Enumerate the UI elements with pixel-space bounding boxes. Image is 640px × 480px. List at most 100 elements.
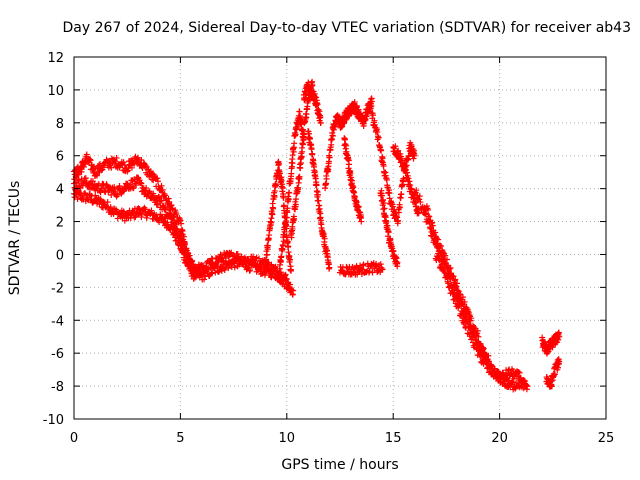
data-point: [264, 242, 271, 249]
data-point: [379, 266, 386, 273]
series-track-falling-13h: [341, 135, 365, 225]
data-point: [286, 281, 293, 288]
data-point: [442, 252, 449, 259]
data-point: [456, 301, 463, 308]
data-point: [425, 206, 432, 213]
data-point: [135, 205, 142, 212]
data-point: [551, 371, 558, 378]
data-point: [417, 199, 424, 206]
data-point: [268, 215, 275, 222]
data-point: [368, 98, 375, 105]
data-point: [159, 214, 166, 221]
data-point: [300, 137, 307, 144]
data-point: [138, 156, 145, 163]
y-tick-label: 4: [56, 183, 64, 198]
data-point: [153, 201, 160, 208]
data-point: [78, 168, 85, 175]
data-point: [291, 215, 298, 222]
data-point: [413, 187, 420, 194]
data-point: [169, 216, 176, 223]
data-point: [358, 265, 365, 272]
data-point: [438, 243, 445, 250]
data-point: [292, 131, 299, 138]
data-point: [288, 267, 295, 274]
data-point: [201, 276, 208, 283]
data-point: [375, 134, 382, 141]
data-point: [164, 205, 171, 212]
data-point: [285, 196, 292, 203]
data-point: [363, 113, 370, 120]
data-point: [397, 150, 404, 157]
data-point: [291, 140, 298, 147]
data-point: [316, 205, 323, 212]
data-point: [549, 344, 556, 351]
data-point: [404, 169, 411, 176]
data-point: [366, 268, 373, 275]
data-point: [374, 129, 381, 136]
data-point: [280, 242, 287, 249]
y-axis-label: SDTVAR / TECUs: [7, 180, 23, 296]
series-track-rising-9-5h: [275, 108, 307, 281]
data-point: [104, 199, 111, 206]
data-point: [380, 200, 387, 206]
data-point: [87, 157, 94, 164]
data-point: [75, 176, 82, 183]
data-point: [313, 94, 320, 101]
data-point: [297, 165, 304, 172]
data-point: [120, 159, 127, 166]
data-point: [358, 218, 365, 225]
data-point: [292, 201, 299, 208]
x-tick-label: 15: [385, 431, 402, 446]
data-point: [380, 206, 387, 213]
data-point: [405, 175, 412, 182]
data-point: [343, 142, 350, 149]
data-point: [317, 114, 324, 121]
data-point: [407, 185, 414, 192]
data-point: [378, 147, 385, 154]
data-point: [461, 298, 468, 305]
data-point: [284, 205, 291, 212]
data-point: [356, 208, 363, 215]
data-point: [177, 217, 184, 224]
data-point: [112, 158, 119, 165]
data-point: [556, 358, 563, 365]
data-point: [394, 259, 401, 266]
data-point: [313, 182, 320, 189]
data-point: [345, 161, 352, 168]
data-point: [405, 153, 412, 160]
data-point: [515, 369, 522, 376]
data-point: [130, 208, 137, 215]
data-point: [159, 186, 166, 193]
data-point: [278, 253, 285, 260]
data-point: [288, 170, 295, 177]
series-track-near-10h: [288, 78, 316, 241]
data-point: [296, 173, 303, 180]
data-point: [494, 368, 501, 375]
data-point: [484, 356, 491, 363]
data-point: [114, 191, 121, 198]
data-point: [228, 249, 235, 256]
data-point: [436, 247, 443, 254]
data-point: [326, 154, 333, 161]
data-point: [113, 154, 120, 161]
data-point: [502, 375, 509, 382]
data-point: [395, 217, 402, 224]
data-point: [281, 228, 288, 235]
data-point: [234, 250, 241, 257]
data-point: [385, 229, 392, 236]
data-point: [450, 273, 457, 280]
y-tick-label: 8: [56, 117, 64, 132]
data-point: [341, 136, 348, 143]
grid-lines: [74, 57, 606, 419]
y-tick-label: 0: [56, 248, 64, 263]
data-point: [306, 135, 313, 142]
data-point: [143, 184, 150, 191]
y-tick-label: -6: [51, 347, 64, 362]
series-late-track-22h: [539, 329, 563, 357]
data-point: [380, 163, 387, 170]
x-axis-label: GPS time / hours: [281, 457, 399, 473]
data-point: [435, 236, 442, 243]
data-point: [416, 193, 423, 200]
data-point: [279, 184, 286, 191]
data-point: [285, 243, 292, 250]
